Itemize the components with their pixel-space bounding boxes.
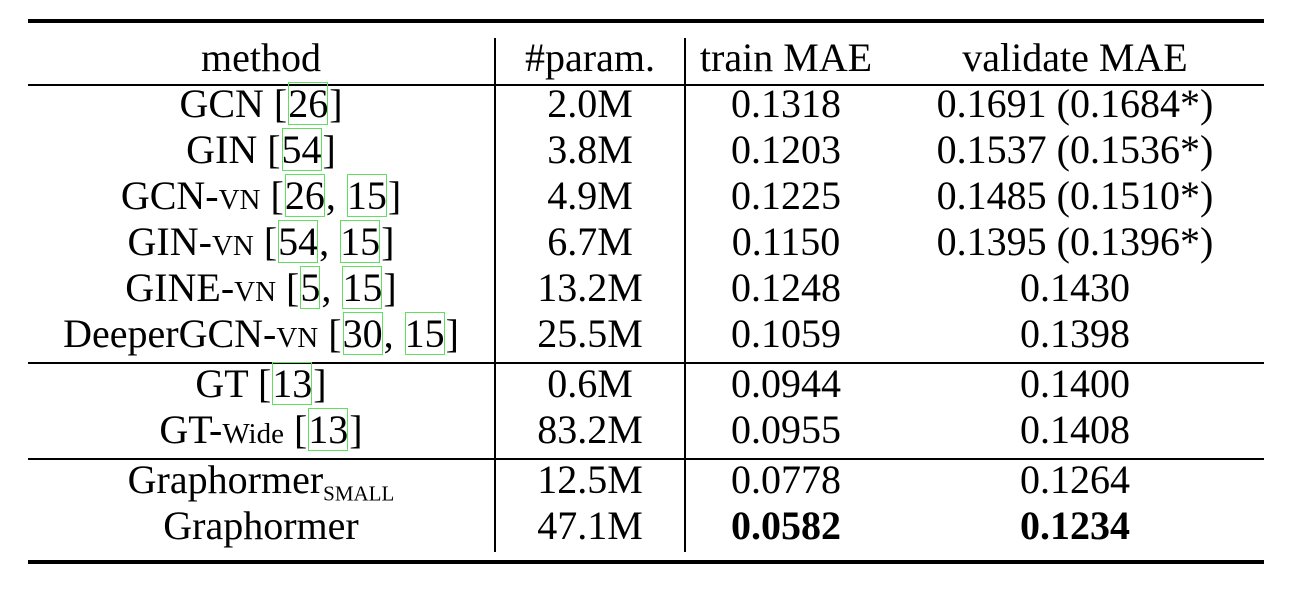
param-cell: 47.1M [537, 503, 643, 548]
validate-mae-cell: 0.1398 [1020, 311, 1130, 356]
validate-mae-cell: 0.1408 [1020, 407, 1130, 452]
citation-link[interactable]: 5 [300, 265, 321, 310]
table-row: GCN [26] 2.0M 0.1318 0.1691 (0.1684*) [28, 80, 1264, 127]
group2-rule [28, 458, 1264, 460]
method-cell: GT-Wide [13] [159, 407, 363, 452]
method-suffix: VN [218, 184, 261, 216]
table-row: GT [13] 0.6M 0.0944 0.1400 [28, 360, 1264, 407]
train-mae-cell: 0.0944 [731, 361, 841, 406]
param-cell: 12.5M [537, 457, 643, 502]
header-param: #param. [525, 35, 655, 80]
validate-mae-cell: 0.1234 [1020, 503, 1130, 548]
validate-mae-cell: 0.1395 (0.1396*) [936, 219, 1214, 264]
group1-rule [28, 362, 1264, 364]
citation-link[interactable]: 15 [340, 219, 381, 264]
method-cell: GT [13] [195, 361, 327, 406]
param-cell: 4.9M [547, 173, 633, 218]
table-row: Graphormer 47.1M 0.0582 0.1234 [28, 502, 1264, 549]
header-train-mae: train MAE [699, 35, 873, 80]
train-mae-cell: 0.1225 [731, 173, 841, 218]
method-name: Graphormer [127, 457, 324, 502]
method-name: GINE- [125, 265, 235, 310]
method-suffix: VN [211, 230, 254, 262]
column-separator-2 [684, 38, 686, 552]
param-cell: 3.8M [547, 127, 633, 172]
header-validate-mae: validate MAE [962, 35, 1188, 80]
bottom-rule [28, 560, 1264, 564]
validate-mae-cell: 0.1691 (0.1684*) [936, 81, 1214, 126]
citation-link[interactable]: 54 [281, 127, 322, 172]
citation-link[interactable]: 13 [272, 361, 313, 406]
validate-mae-cell: 0.1264 [1020, 457, 1130, 502]
param-cell: 0.6M [547, 361, 633, 406]
citation-link[interactable]: 26 [288, 81, 329, 126]
param-cell: 2.0M [547, 81, 633, 126]
method-name: GIN [186, 127, 258, 172]
method-name: GT [195, 361, 248, 406]
header-row: method #param. train MAE validate MAE [28, 34, 1264, 81]
validate-mae-cell: 0.1430 [1020, 265, 1130, 310]
train-mae-cell: 0.1203 [731, 127, 841, 172]
param-cell: 83.2M [537, 407, 643, 452]
method-name: GT- [159, 407, 223, 452]
column-separator-1 [494, 38, 496, 552]
citation-link[interactable]: 15 [346, 173, 387, 218]
method-cell: GIN [54] [186, 127, 336, 172]
method-name: GCN [179, 81, 264, 126]
method-cell: Graphormer [28, 502, 494, 549]
citation-link[interactable]: 30 [342, 311, 383, 356]
header-rule [28, 84, 1264, 86]
top-rule [28, 19, 1264, 23]
validate-mae-cell: 0.1537 (0.1536*) [936, 127, 1214, 172]
table-row: GCN-VN [26, 15] 4.9M 0.1225 0.1485 (0.1510*… [28, 172, 1264, 219]
table-row: GINE-VN [5, 15] 13.2M 0.1248 0.1430 [28, 264, 1264, 311]
method-cell: GINE-VN [5, 15] [125, 265, 397, 310]
method-subscript: SMALL [323, 481, 395, 506]
method-name: GIN- [127, 219, 212, 264]
citation-link[interactable]: 15 [342, 265, 383, 310]
param-cell: 25.5M [537, 311, 643, 356]
train-mae-cell: 0.0955 [731, 407, 841, 452]
train-mae-cell: 0.1248 [731, 265, 841, 310]
method-suffix: VN [234, 276, 277, 308]
header-method: method [201, 35, 321, 80]
citation-link[interactable]: 54 [278, 219, 319, 264]
method-suffix: VN [276, 322, 319, 354]
method-name: Graphormer [163, 503, 359, 548]
validate-mae-cell: 0.1485 (0.1510*) [936, 173, 1214, 218]
table-row: GraphormerSMALL 12.5M 0.0778 0.1264 [28, 456, 1264, 506]
param-cell: 6.7M [547, 219, 633, 264]
citation-link[interactable]: 26 [284, 173, 325, 218]
method-suffix: Wide [222, 418, 284, 450]
train-mae-cell: 0.0582 [731, 503, 841, 548]
method-name: DeeperGCN- [63, 311, 277, 356]
train-mae-cell: 0.0778 [731, 457, 841, 502]
table-row: DeeperGCN-VN [30, 15] 25.5M 0.1059 0.1398 [28, 310, 1264, 357]
table-row: GT-Wide [13] 83.2M 0.0955 0.1408 [28, 406, 1264, 453]
table-row: GIN [54] 3.8M 0.1203 0.1537 (0.1536*) [28, 126, 1264, 173]
citation-link[interactable]: 15 [404, 311, 445, 356]
validate-mae-cell: 0.1400 [1020, 361, 1130, 406]
train-mae-cell: 0.1150 [731, 219, 841, 264]
train-mae-cell: 0.1059 [731, 311, 841, 356]
citation-link[interactable]: 13 [308, 407, 349, 452]
method-cell: GIN-VN [54, 15] [127, 219, 395, 264]
method-cell: GCN-VN [26, 15] [120, 173, 402, 218]
method-name: GCN- [120, 173, 219, 218]
method-cell: GraphormerSMALL [28, 456, 494, 506]
param-cell: 13.2M [537, 265, 643, 310]
method-cell: DeeperGCN-VN [30, 15] [63, 311, 459, 356]
table-row: GIN-VN [54, 15] 6.7M 0.1150 0.1395 (0.1396*… [28, 218, 1264, 265]
method-cell: GCN [26] [179, 81, 343, 126]
train-mae-cell: 0.1318 [731, 81, 841, 126]
